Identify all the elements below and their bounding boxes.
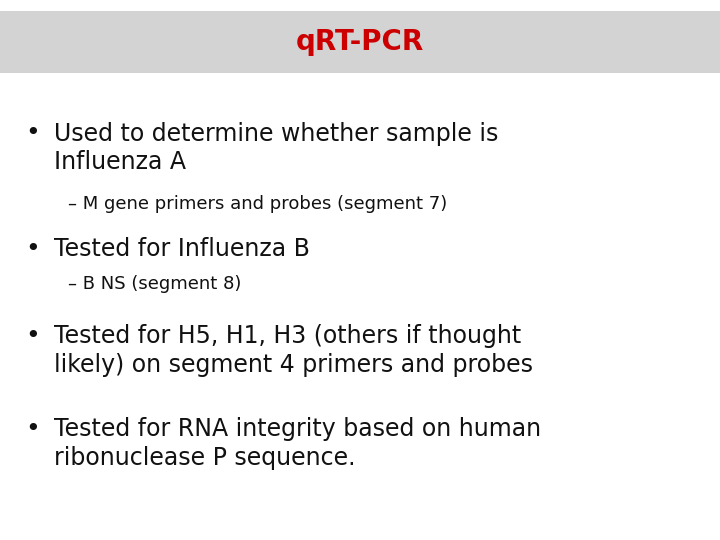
- Text: Tested for RNA integrity based on human
ribonuclease P sequence.: Tested for RNA integrity based on human …: [54, 417, 541, 470]
- Text: – M gene primers and probes (segment 7): – M gene primers and probes (segment 7): [68, 195, 448, 213]
- Text: qRT-PCR: qRT-PCR: [296, 28, 424, 56]
- Text: Tested for H5, H1, H3 (others if thought
likely) on segment 4 primers and probes: Tested for H5, H1, H3 (others if thought…: [54, 324, 533, 377]
- FancyBboxPatch shape: [0, 11, 720, 73]
- Text: •: •: [25, 237, 40, 260]
- Text: Used to determine whether sample is
Influenza A: Used to determine whether sample is Infl…: [54, 122, 498, 174]
- Text: – B NS (segment 8): – B NS (segment 8): [68, 275, 242, 293]
- Text: •: •: [25, 324, 40, 348]
- Text: Tested for Influenza B: Tested for Influenza B: [54, 237, 310, 260]
- Text: •: •: [25, 122, 40, 145]
- Text: •: •: [25, 417, 40, 441]
